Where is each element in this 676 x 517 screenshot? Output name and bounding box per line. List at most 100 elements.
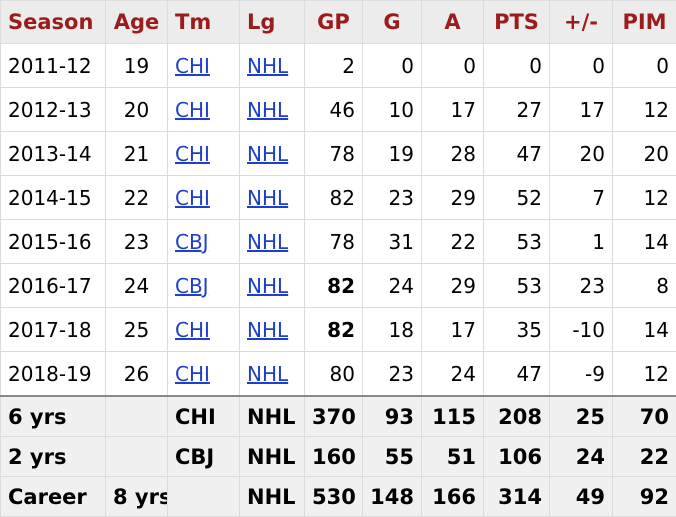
- team-cell[interactable]: CHI: [168, 88, 240, 132]
- points-cell: 53: [484, 264, 550, 308]
- col-header-season[interactable]: Season: [1, 1, 106, 44]
- summary-gp-cell: 370: [305, 396, 363, 437]
- col-header-goals[interactable]: G: [363, 1, 422, 44]
- team-link[interactable]: CBJ: [175, 274, 209, 298]
- col-header-team[interactable]: Tm: [168, 1, 240, 44]
- col-header-pim[interactable]: PIM: [613, 1, 676, 44]
- team-cell[interactable]: CBJ: [168, 264, 240, 308]
- team-link[interactable]: CHI: [175, 186, 210, 210]
- summary-label-cell: 6 yrs: [1, 396, 106, 437]
- col-header-age[interactable]: Age: [106, 1, 168, 44]
- gp-cell: 78: [305, 132, 363, 176]
- team-cell[interactable]: CHI: [168, 352, 240, 397]
- season-cell: 2014-15: [1, 176, 106, 220]
- team-cell[interactable]: CBJ: [168, 220, 240, 264]
- league-cell[interactable]: NHL: [240, 308, 305, 352]
- col-header-points[interactable]: PTS: [484, 1, 550, 44]
- age-cell: 19: [106, 44, 168, 88]
- season-cell: 2011-12: [1, 44, 106, 88]
- col-header-assists[interactable]: A: [422, 1, 484, 44]
- summary-league-cell: NHL: [240, 477, 305, 517]
- age-cell: 23: [106, 220, 168, 264]
- points-cell: 47: [484, 352, 550, 397]
- goals-cell: 23: [363, 176, 422, 220]
- league-cell[interactable]: NHL: [240, 44, 305, 88]
- pim-cell: 0: [613, 44, 676, 88]
- summary-team-cell: CBJ: [168, 437, 240, 477]
- league-cell[interactable]: NHL: [240, 264, 305, 308]
- points-cell: 0: [484, 44, 550, 88]
- summary-goals-cell: 55: [363, 437, 422, 477]
- team-link[interactable]: CHI: [175, 142, 210, 166]
- goals-cell: 0: [363, 44, 422, 88]
- team-link[interactable]: CHI: [175, 98, 210, 122]
- season-cell: 2013-14: [1, 132, 106, 176]
- team-link[interactable]: CHI: [175, 54, 210, 78]
- assists-cell: 29: [422, 176, 484, 220]
- team-link[interactable]: CHI: [175, 318, 210, 342]
- assists-cell: 22: [422, 220, 484, 264]
- plus-minus-cell: -9: [550, 352, 613, 397]
- summary-age-cell: [106, 437, 168, 477]
- league-cell[interactable]: NHL: [240, 176, 305, 220]
- pim-cell: 14: [613, 308, 676, 352]
- assists-cell: 29: [422, 264, 484, 308]
- summary-goals-cell: 148: [363, 477, 422, 517]
- summary-assists-cell: 115: [422, 396, 484, 437]
- league-link[interactable]: NHL: [247, 362, 288, 386]
- gp-cell: 2: [305, 44, 363, 88]
- summary-goals-cell: 93: [363, 396, 422, 437]
- pim-cell: 20: [613, 132, 676, 176]
- season-cell: 2015-16: [1, 220, 106, 264]
- goals-cell: 24: [363, 264, 422, 308]
- league-link[interactable]: NHL: [247, 318, 288, 342]
- summary-label-cell: Career: [1, 477, 106, 517]
- age-cell: 25: [106, 308, 168, 352]
- summary-label-cell: 2 yrs: [1, 437, 106, 477]
- points-cell: 47: [484, 132, 550, 176]
- col-header-gp[interactable]: GP: [305, 1, 363, 44]
- gp-cell: 82: [305, 264, 363, 308]
- summary-plus-minus-cell: 24: [550, 437, 613, 477]
- team-cell[interactable]: CHI: [168, 176, 240, 220]
- summary-points-cell: 106: [484, 437, 550, 477]
- goals-cell: 18: [363, 308, 422, 352]
- points-cell: 53: [484, 220, 550, 264]
- season-cell: 2017-18: [1, 308, 106, 352]
- gp-cell: 46: [305, 88, 363, 132]
- team-cell[interactable]: CHI: [168, 44, 240, 88]
- summary-age-cell: [106, 396, 168, 437]
- team-link[interactable]: CHI: [175, 362, 210, 386]
- team-cell[interactable]: CHI: [168, 132, 240, 176]
- league-cell[interactable]: NHL: [240, 352, 305, 397]
- league-link[interactable]: NHL: [247, 142, 288, 166]
- league-link[interactable]: NHL: [247, 186, 288, 210]
- summary-assists-cell: 51: [422, 437, 484, 477]
- season-cell: 2012-13: [1, 88, 106, 132]
- league-link[interactable]: NHL: [247, 274, 288, 298]
- points-cell: 35: [484, 308, 550, 352]
- team-cell[interactable]: CHI: [168, 308, 240, 352]
- league-cell[interactable]: NHL: [240, 132, 305, 176]
- col-header-league[interactable]: Lg: [240, 1, 305, 44]
- assists-cell: 0: [422, 44, 484, 88]
- summary-gp-cell: 530: [305, 477, 363, 517]
- col-header-plus-minus[interactable]: +/-: [550, 1, 613, 44]
- summary-plus-minus-cell: 49: [550, 477, 613, 517]
- team-link[interactable]: CBJ: [175, 230, 209, 254]
- league-cell[interactable]: NHL: [240, 88, 305, 132]
- gp-cell: 82: [305, 308, 363, 352]
- league-link[interactable]: NHL: [247, 54, 288, 78]
- league-cell[interactable]: NHL: [240, 220, 305, 264]
- league-link[interactable]: NHL: [247, 230, 288, 254]
- league-link[interactable]: NHL: [247, 98, 288, 122]
- plus-minus-cell: 20: [550, 132, 613, 176]
